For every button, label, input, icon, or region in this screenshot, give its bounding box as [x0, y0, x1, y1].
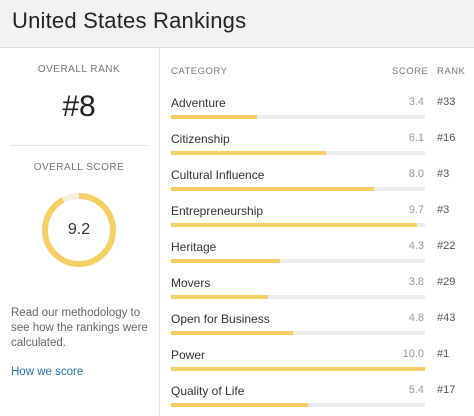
category-rank: #29 [437, 276, 456, 288]
category-name: Heritage [171, 240, 217, 254]
overall-score-label: OVERALL SCORE [33, 162, 125, 173]
category-rank: #3 [437, 168, 450, 180]
methodology-text: Read our methodology to see how the rank… [11, 307, 148, 349]
score-gauge-fill [42, 193, 116, 267]
table-row: Open for Business 4.8 #43 [161, 312, 474, 348]
table-row: Adventure 3.4 #33 [161, 96, 474, 132]
score-bar-fill [171, 115, 258, 119]
score-bar-fill [171, 223, 418, 227]
score-bar-track [171, 403, 425, 407]
table-row: Power 10.0 #1 [161, 348, 474, 384]
category-column-header: CATEGORY [171, 66, 228, 77]
score-bar-track [171, 115, 425, 119]
score-bar-track [171, 367, 425, 371]
category-name: Adventure [171, 96, 226, 110]
table-row: Heritage 4.3 #22 [161, 240, 474, 276]
score-bar-fill [171, 151, 326, 155]
category-rank: #22 [437, 240, 456, 252]
score-bar-fill [171, 187, 375, 191]
category-name: Quality of Life [171, 384, 245, 398]
score-column-header: SCORE [392, 66, 429, 77]
score-bar-track [171, 223, 425, 227]
category-name: Open for Business [171, 312, 270, 326]
category-score: 4.3 [408, 240, 424, 252]
score-gauge [42, 193, 116, 267]
table-row: Quality of Life 5.4 #17 [161, 384, 474, 416]
category-score: 8.0 [408, 168, 424, 180]
overall-rank-label: OVERALL RANK [37, 64, 121, 75]
page-header: United States Rankings [0, 0, 474, 48]
score-bar-fill [171, 295, 268, 299]
score-bar-fill [171, 403, 309, 407]
table-row: Citizenship 6.1 #16 [161, 132, 474, 168]
score-bar-track [171, 331, 425, 335]
category-rank: #33 [437, 96, 456, 108]
score-bar-track [171, 187, 425, 191]
category-score: 6.1 [408, 132, 424, 144]
category-score: 10.0 [402, 348, 424, 360]
overall-panel: OVERALL RANK #8 OVERALL SCORE 9.2 Read o… [0, 48, 160, 416]
category-name: Movers [171, 276, 211, 290]
score-bar-track [171, 259, 425, 263]
rank-column-header: RANK [437, 66, 466, 77]
table-row: Cultural Influence 8.0 #3 [161, 168, 474, 204]
category-rank: #1 [437, 348, 450, 360]
table-row: Movers 3.8 #29 [161, 276, 474, 312]
category-name: Citizenship [171, 132, 230, 146]
score-bar-track [171, 295, 425, 299]
overall-score-value: 9.2 [67, 221, 91, 238]
category-score: 4.8 [408, 312, 424, 324]
category-name: Cultural Influence [171, 168, 265, 182]
table-row: Entrepreneurship 9.7 #3 [161, 204, 474, 240]
category-rank: #17 [437, 384, 456, 396]
category-rank: #16 [437, 132, 456, 144]
overall-rank-value: #8 [62, 90, 96, 123]
score-bar-track [171, 151, 425, 155]
category-name: Entrepreneurship [171, 204, 264, 218]
score-bar-fill [171, 367, 425, 371]
page-title: United States Rankings [12, 8, 247, 33]
category-score: 3.8 [408, 276, 424, 288]
category-rank: #3 [437, 204, 450, 216]
category-score: 3.4 [408, 96, 424, 108]
score-bar-fill [171, 331, 293, 335]
category-rank: #43 [437, 312, 456, 324]
category-score: 9.7 [408, 204, 424, 216]
panel-divider [10, 145, 148, 146]
category-table: CATEGORY SCORE RANK Adventure 3.4 #33 Citiz… [161, 48, 474, 416]
score-bar-fill [171, 259, 281, 263]
category-score: 5.4 [408, 384, 424, 396]
how-we-score-link[interactable]: How we score [11, 366, 84, 378]
category-name: Power [171, 348, 206, 362]
